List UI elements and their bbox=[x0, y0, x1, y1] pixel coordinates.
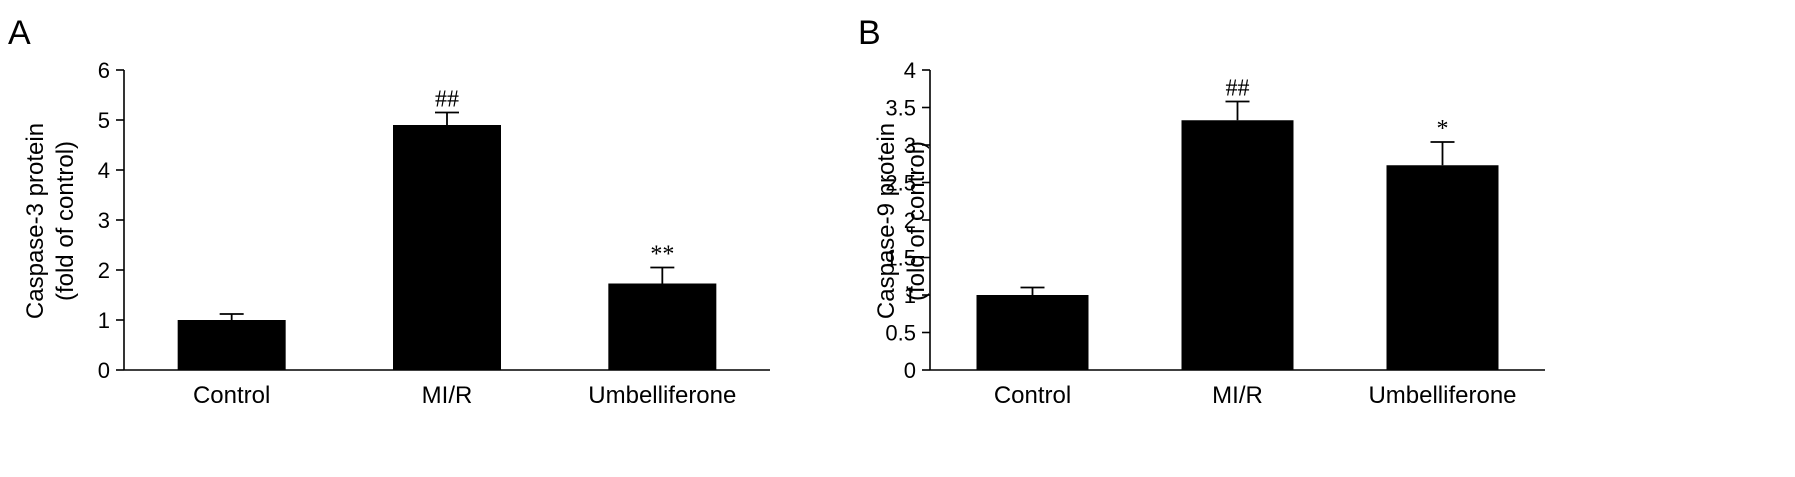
panel-b-significance-1: ## bbox=[1226, 76, 1250, 102]
panel-b-category-label-1: MI/R bbox=[1212, 382, 1263, 409]
panel-b-ytick-label-7: 3.5 bbox=[885, 96, 916, 121]
panel-b-ytick-label-3: 1.5 bbox=[885, 246, 916, 271]
panel-b-category-labels: Control MI/R Umbelliferone bbox=[994, 382, 1517, 409]
panel-a-category-label-2: Umbelliferone bbox=[588, 382, 736, 409]
panel-a-error-bar-1 bbox=[435, 111, 459, 125]
panel-a-axes bbox=[123, 70, 770, 371]
panel-b-significance-2: * bbox=[1437, 116, 1449, 142]
panel-b: B Caspase-9 protein (fold of control) 00… bbox=[858, 14, 1545, 409]
panel-a-error-bar-0 bbox=[219, 313, 244, 320]
panel-a-ytick-label-0: 0 bbox=[98, 358, 110, 383]
panel-a-bar-0 bbox=[177, 320, 286, 370]
panel-b-ylabel-line-1: Caspase-9 protein bbox=[873, 123, 900, 319]
panel-b-axes bbox=[929, 70, 1545, 371]
panel-b-ytick-label-5: 2.5 bbox=[885, 171, 916, 196]
panel-a-ylabel-line-1: Caspase-3 protein bbox=[22, 123, 49, 319]
panel-b-ytick-label-2: 1 bbox=[904, 283, 916, 308]
panel-b-ylabel-line-2: (fold of control) bbox=[903, 141, 930, 301]
panel-b-error-bars bbox=[1020, 100, 1455, 295]
panel-a-ytick-label-5: 5 bbox=[98, 108, 110, 133]
panel-a-ytick-label-6: 6 bbox=[98, 58, 110, 83]
panel-b-ytick-label-0: 0 bbox=[904, 358, 916, 383]
panel-a-ytick-label-1: 1 bbox=[98, 308, 110, 333]
panel-b-bar-0 bbox=[976, 295, 1089, 370]
panel-a: A Caspase-3 protein (fold of control) 0 1… bbox=[8, 14, 770, 409]
panel-b-ytick-label-1: 0.5 bbox=[885, 321, 916, 346]
panel-b-error-bar-0 bbox=[1020, 286, 1045, 295]
panel-a-bar-1 bbox=[393, 125, 501, 370]
panel-a-letter: A bbox=[8, 14, 31, 52]
panel-b-bar-2 bbox=[1386, 165, 1499, 370]
panel-b-error-bar-1 bbox=[1225, 100, 1250, 121]
panel-b-category-label-2: Umbelliferone bbox=[1368, 382, 1516, 409]
panel-a-bar-2 bbox=[608, 283, 717, 370]
panel-a-y-ticks: 0 1 2 3 4 5 6 bbox=[98, 58, 124, 383]
panel-a-ylabel-line-2: (fold of control) bbox=[52, 141, 79, 301]
panel-b-ytick-label-6: 3 bbox=[904, 133, 916, 158]
panel-a-error-bar-2 bbox=[650, 266, 675, 284]
panel-b-significance-marks: ## * bbox=[1226, 76, 1449, 143]
panel-a-significance-marks: ## ** bbox=[435, 87, 674, 268]
panel-b-error-bar-2 bbox=[1430, 141, 1455, 166]
panel-a-bars bbox=[177, 125, 717, 370]
panel-b-letter: B bbox=[858, 14, 881, 52]
panel-a-significance-2: ** bbox=[650, 242, 674, 268]
panel-a-ytick-label-3: 3 bbox=[98, 208, 110, 233]
panel-a-error-bars bbox=[219, 111, 675, 320]
panel-a-category-label-0: Control bbox=[193, 382, 270, 409]
panel-b-bars bbox=[976, 120, 1499, 370]
panel-b-ytick-label-8: 4 bbox=[904, 58, 916, 83]
panel-a-category-labels: Control MI/R Umbelliferone bbox=[193, 382, 736, 409]
panel-b-category-label-0: Control bbox=[994, 382, 1071, 409]
panel-b-y-ticks: 0 0.5 1 1.5 2 2.5 3 3.5 4 bbox=[885, 58, 930, 383]
panel-b-bar-1 bbox=[1181, 120, 1294, 370]
panel-b-ytick-label-4: 2 bbox=[904, 208, 916, 233]
panel-a-category-label-1: MI/R bbox=[422, 382, 473, 409]
panel-a-ytick-label-4: 4 bbox=[98, 158, 110, 183]
panel-a-ytick-label-2: 2 bbox=[98, 258, 110, 283]
panel-a-significance-1: ## bbox=[435, 87, 459, 113]
